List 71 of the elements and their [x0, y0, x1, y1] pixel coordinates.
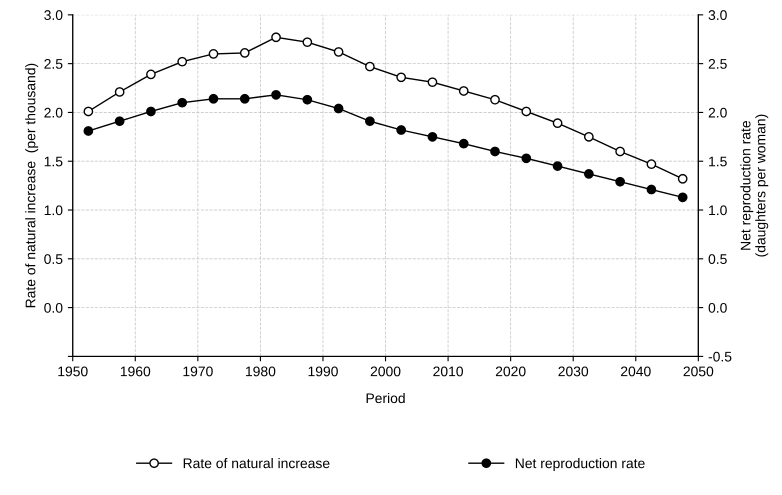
point [84, 126, 94, 136]
y2-tick-label: 2.0 [708, 108, 727, 118]
x-tick-label: 2000 [370, 366, 400, 376]
point [114, 87, 125, 97]
y2-tick-label: 2.5 [708, 58, 727, 69]
y2-tick-label: 3.0 [708, 10, 727, 20]
point [490, 94, 500, 105]
point [458, 138, 469, 149]
x-tick-label: 1950 [58, 366, 88, 376]
point [428, 77, 438, 88]
point [615, 176, 625, 187]
y2-tick-label: 0.0 [708, 302, 727, 313]
y-tick-label: 1.0 [44, 205, 62, 216]
point [146, 106, 156, 116]
point [84, 106, 94, 116]
x-tick-label: 1990 [308, 366, 338, 376]
point [678, 174, 688, 184]
point [240, 48, 250, 58]
point [208, 94, 218, 104]
x-tick-label: 2050 [684, 366, 714, 376]
y-tick-label: 1.5 [44, 156, 62, 166]
point [271, 32, 281, 42]
point [552, 161, 562, 171]
point [396, 125, 406, 135]
point [146, 70, 156, 80]
y-tick-label: 2.5 [44, 58, 62, 69]
point [521, 153, 532, 164]
point [240, 94, 250, 104]
point [615, 146, 625, 156]
point [521, 106, 532, 116]
x-axis-title: Period [366, 392, 405, 404]
point [584, 132, 594, 142]
point [584, 169, 594, 179]
y-tick-label: 3.0 [44, 10, 62, 20]
point [678, 192, 688, 202]
point [365, 62, 375, 72]
point [396, 72, 406, 82]
point [271, 90, 281, 100]
point [490, 146, 500, 156]
x-tick-label: 1960 [120, 366, 150, 376]
y-tick-label: 2.0 [44, 108, 62, 118]
x-tick-label: 2040 [621, 366, 651, 376]
point [177, 98, 188, 108]
point [458, 86, 469, 96]
point [428, 132, 438, 142]
point [646, 184, 656, 194]
point [365, 116, 375, 126]
x-tick-label: 2030 [558, 366, 588, 376]
point [334, 104, 344, 114]
y2-tick-label: 1.0 [709, 205, 727, 216]
point [208, 49, 218, 59]
y-axis-title: Rate of natural increase (per thousand) [25, 64, 38, 308]
point [646, 159, 656, 170]
x-tick-label: 2020 [496, 366, 526, 376]
point [334, 47, 344, 57]
point [177, 56, 188, 67]
point [302, 37, 312, 48]
x-tick-label: 1980 [246, 366, 276, 376]
legend-label: Net reproduction rate [516, 458, 645, 471]
y2-axis-title: Net reproduction rate (daughters per woman) [740, 114, 768, 257]
y-tick-label: 0.5 [44, 254, 62, 264]
y2-tick-label: -0.5 [708, 352, 732, 362]
y-tick-label: 0.0 [44, 302, 62, 313]
y2-tick-label: 1.5 [709, 156, 727, 166]
y2-tick-label: 0.5 [708, 254, 727, 264]
point [114, 116, 125, 126]
x-tick-label: 1970 [183, 366, 213, 376]
point [552, 118, 562, 128]
point [302, 94, 312, 105]
legend-label: Rate of natural increase [184, 458, 330, 468]
x-tick-label: 2010 [433, 366, 463, 376]
